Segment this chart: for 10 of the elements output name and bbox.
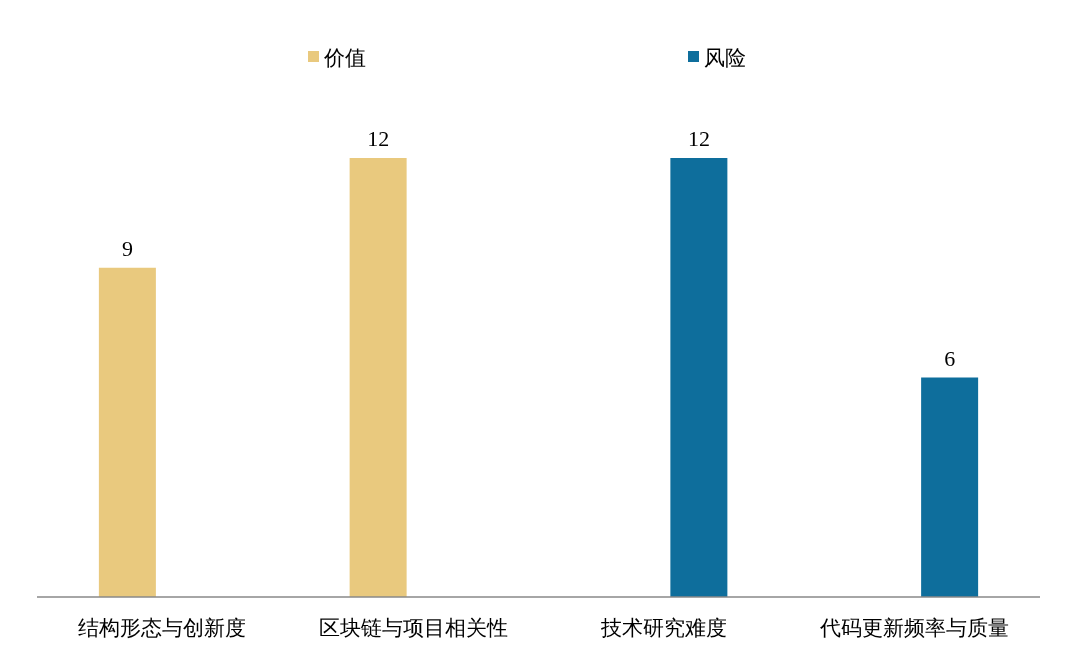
- x-tick-label: 技术研究难度: [599, 616, 727, 640]
- data-label: 12: [367, 126, 390, 151]
- data-label: 12: [687, 126, 710, 151]
- x-tick-label: 结构形态与创新度: [78, 616, 247, 640]
- x-tick-label: 区块链与项目相关性: [318, 616, 508, 640]
- legend-label: 风险: [704, 46, 746, 70]
- data-label: 6: [944, 345, 956, 371]
- data-label: 9: [121, 235, 133, 261]
- x-tick-label: 代码更新频率与质量: [819, 616, 1010, 640]
- legend-label: 价值: [323, 46, 366, 70]
